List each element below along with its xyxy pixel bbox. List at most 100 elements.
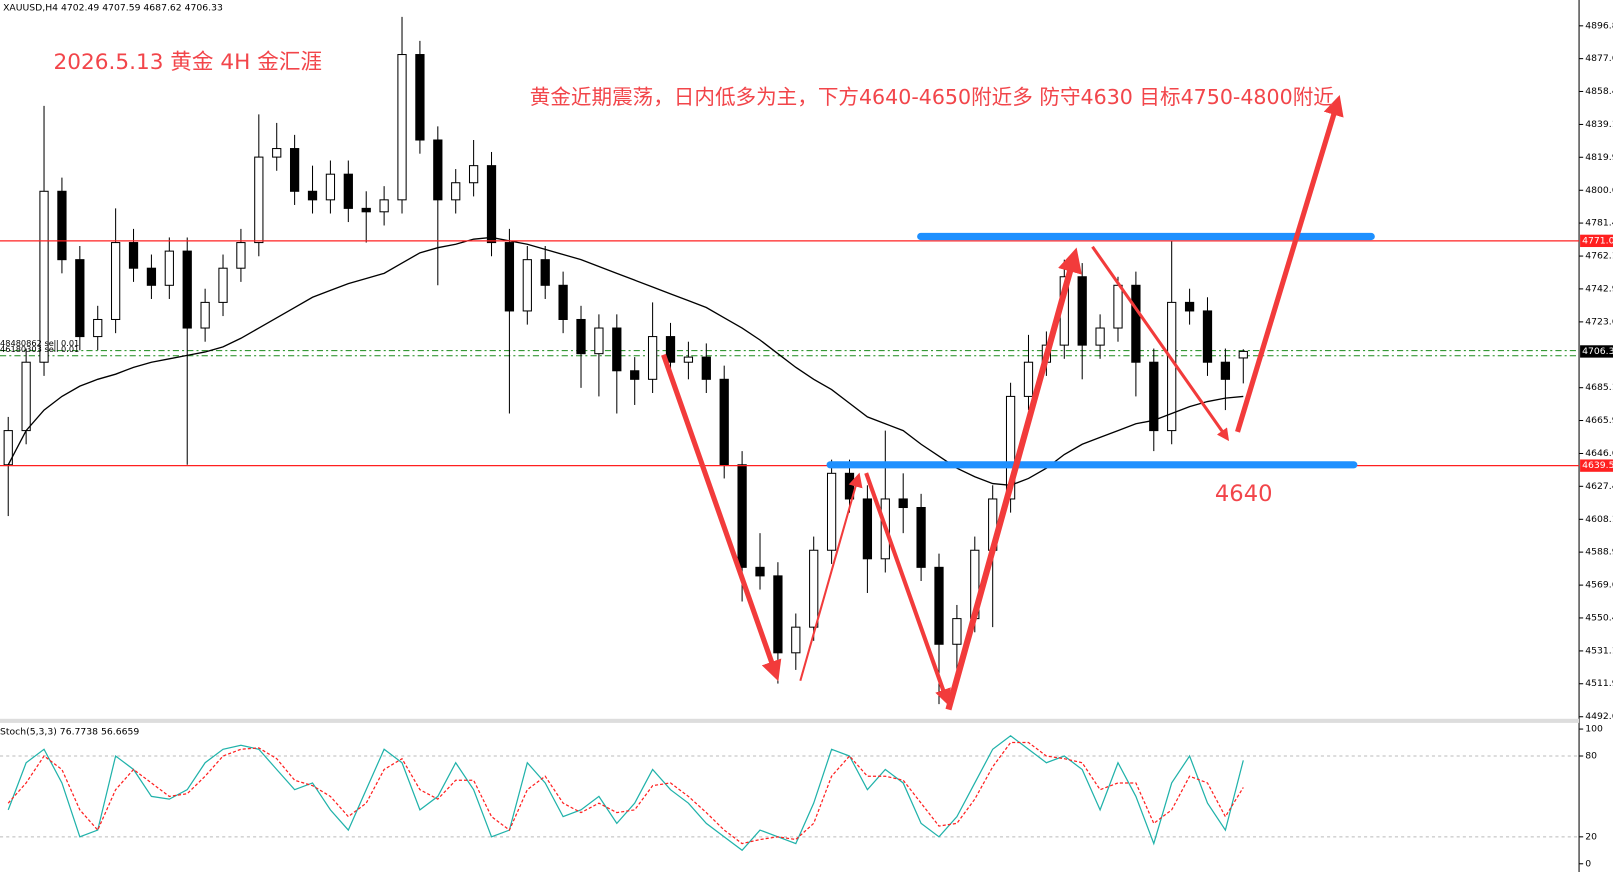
candle-body <box>630 370 640 380</box>
y-tick-label: 4569.6 <box>1585 580 1613 591</box>
candle-body <box>164 250 174 286</box>
indicator-line <box>7 735 1244 852</box>
y-tick-label: 80 <box>1585 751 1597 762</box>
candle-body <box>236 242 246 269</box>
y-tick-label: 4800.6 <box>1585 185 1613 196</box>
chart-title: 2026.5.13 黄金 4H 金汇涯 <box>53 49 323 75</box>
candle-body <box>719 378 729 466</box>
candle-body <box>397 54 407 201</box>
candle-body <box>594 327 604 355</box>
candle-body <box>200 301 210 329</box>
moving-average <box>7 236 1244 486</box>
candle-body <box>182 250 192 329</box>
candle-body <box>415 54 425 141</box>
candle-body <box>146 267 157 286</box>
candle-body <box>791 626 801 654</box>
y-tick-label: 4608.1 <box>1585 514 1613 525</box>
level-tag <box>1580 234 1613 248</box>
y-tick-label: 4685.1 <box>1585 382 1613 393</box>
y-tick-label: 4531.1 <box>1585 645 1613 656</box>
candle-body <box>486 165 497 244</box>
level-tag-label: 4639.5 <box>1582 460 1613 471</box>
candle-body <box>343 173 353 209</box>
y-tick-label: 4896.8 <box>1585 20 1613 31</box>
candle-body <box>218 267 228 303</box>
candle-body <box>773 575 783 654</box>
y-tick-label: 4858.4 <box>1585 86 1613 97</box>
order-label: 46180303 sell 0.01 <box>0 344 79 354</box>
candle-body <box>289 148 300 192</box>
y-tick-label: 0 <box>1585 858 1591 869</box>
y-tick-label: 4627.4 <box>1585 481 1613 492</box>
candle-body <box>898 498 908 509</box>
arrow <box>799 472 863 682</box>
annotation: 黄金近期震荡，日内低多为主，下方4640-4650附近多 防守4630 目标47… <box>529 84 1334 109</box>
candle-body <box>809 549 819 628</box>
arrow <box>1091 245 1230 442</box>
y-tick-label: 4511.9 <box>1585 678 1613 689</box>
y-tick-label: 4550.4 <box>1585 612 1613 623</box>
candle-body <box>826 472 837 551</box>
level-label: 4640 <box>1214 481 1273 507</box>
candle-body <box>110 242 121 321</box>
candle-body <box>952 618 962 645</box>
price-tag <box>1580 345 1613 358</box>
candle-body <box>1202 310 1213 363</box>
candle-body <box>1167 301 1177 432</box>
plot: 4896.8 4877.6 4858.4 4839.1 4819.9 4800.6 4781… <box>0 16 1613 869</box>
candle-body <box>1131 284 1141 363</box>
candle-body <box>254 156 264 244</box>
indicator-title: Stoch(5,3,3) 76.7738 56.6659 <box>0 727 139 738</box>
y-tick-label: 4819.9 <box>1585 152 1613 163</box>
symbol-header: XAUUSD,H4 4702.49 4707.59 4687.62 4706.3… <box>3 3 223 14</box>
candle-body <box>1095 327 1105 346</box>
price-tag-label: 4706.3 <box>1582 346 1613 357</box>
y-tick-label: 4877.6 <box>1585 53 1613 64</box>
candle-body <box>75 259 85 338</box>
arrow <box>1235 94 1344 433</box>
candle-body <box>1077 276 1087 346</box>
candle-body <box>1113 284 1123 329</box>
arrow <box>661 353 782 682</box>
y-tick-label: 20 <box>1585 831 1597 842</box>
candle-body <box>934 566 944 645</box>
candle-body <box>325 173 336 201</box>
labels: XAUUSD,H4 4702.49 4707.59 4687.62 4706.3… <box>0 3 223 738</box>
order-label: 48480862 sell 0.01 <box>0 338 79 348</box>
candle-body <box>1005 395 1016 500</box>
candle-body <box>1220 361 1231 380</box>
candle-body <box>21 361 31 432</box>
y-tick-label: 4762.1 <box>1585 251 1613 262</box>
candle-body <box>361 207 371 213</box>
arrow <box>864 472 951 706</box>
level-tag-label: 4771.0 <box>1582 235 1613 246</box>
candle-body <box>1023 361 1034 397</box>
candle-body <box>1149 361 1159 432</box>
candle-body <box>504 242 515 312</box>
candle-body <box>665 336 676 363</box>
panel-separator <box>0 718 1580 723</box>
y-tick-label: 4723.6 <box>1585 316 1613 327</box>
candle-body <box>683 356 694 363</box>
drawings <box>661 94 1375 711</box>
candle-body <box>755 566 765 577</box>
candle-body <box>128 242 139 269</box>
candle-body <box>451 182 461 201</box>
candle-body <box>540 259 550 286</box>
candle-body <box>468 165 479 184</box>
candle-body <box>862 498 873 560</box>
candle-body <box>612 327 622 372</box>
y-tick-label: 4646.6 <box>1585 448 1613 459</box>
candle-body <box>379 199 389 213</box>
indicator-line <box>7 741 1244 845</box>
candle-body <box>576 318 586 355</box>
candle-body <box>558 284 568 321</box>
candle-body <box>701 356 711 380</box>
y-tick-label: 4839.1 <box>1585 119 1613 130</box>
candle-body <box>433 139 443 201</box>
candle-body <box>647 336 658 380</box>
y-tick-label: 4665.9 <box>1585 415 1613 426</box>
